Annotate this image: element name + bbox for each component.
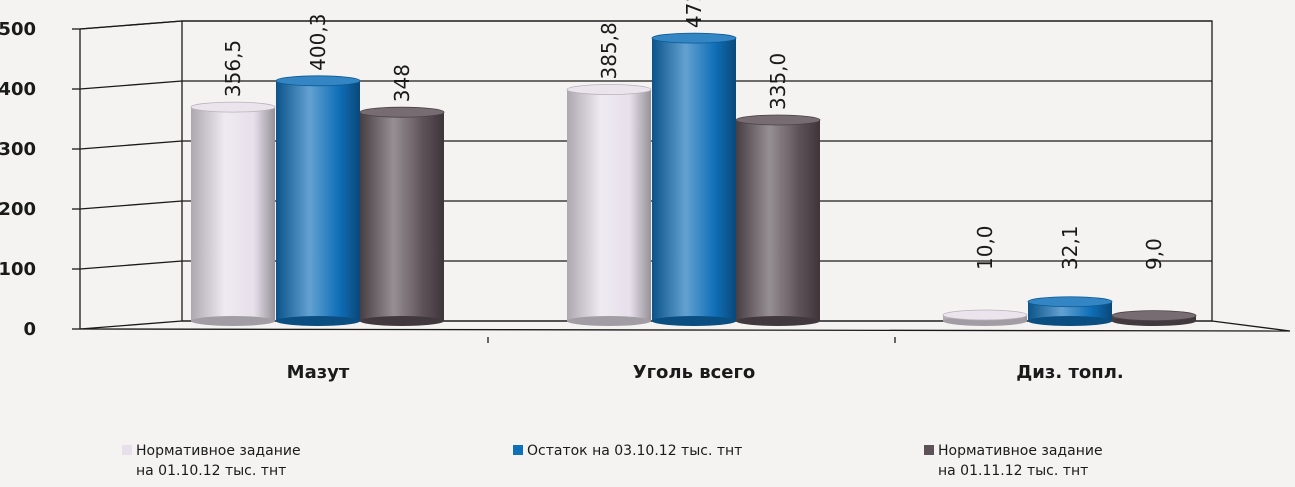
data-label: 9,0 (1142, 238, 1166, 270)
bars (190, 32, 1197, 326)
data-label: 348 (390, 64, 414, 102)
y-tick-label: 400 (0, 79, 36, 100)
legend-label-series-1: Нормативное задание на 01.10.12 тыс. тнт (136, 443, 301, 479)
floor-edge (79, 328, 1291, 332)
legend-swatch-series-1 (122, 445, 132, 455)
y-tick-label: 200 (0, 199, 36, 220)
bar (275, 75, 361, 326)
category-label: Диз. топл. (1016, 362, 1123, 383)
bar (566, 84, 652, 326)
data-label: 335,0 (766, 53, 790, 110)
data-label: 10,0 (973, 225, 997, 270)
y-tick-label: 500 (0, 19, 36, 40)
legend-item-series-2: Остаток на 03.10.12 тыс. тнт (513, 441, 742, 461)
legend: Нормативное задание на 01.10.12 тыс. тнт… (0, 441, 1295, 487)
y-tick-label: 0 (23, 319, 36, 340)
y-tick-label: 300 (0, 139, 36, 160)
category-label: Мазут (287, 362, 350, 383)
gridline-500 (72, 20, 1212, 30)
bar (359, 106, 445, 326)
bar (1111, 310, 1197, 326)
legend-label-series-3: Нормативное задание на 01.11.12 тыс. тнт (938, 443, 1103, 479)
bar (942, 309, 1028, 326)
chart-plot: 0 100 200 300 400 500 Мазут Уголь всего Диз. топ… (0, 0, 1291, 383)
data-label: 385,8 (597, 22, 621, 79)
data-label: 400,3 (306, 14, 330, 71)
legend-swatch-series-3 (924, 445, 934, 455)
data-label: 32,1 (1058, 225, 1082, 270)
data-labels: 356,5 385,8 10,0 400,3 471,5 32,1 348 335,0 9,0 (221, 0, 1166, 270)
bar (1027, 296, 1113, 326)
legend-item-series-1: Нормативное задание на 01.10.12 тыс. тнт (122, 441, 301, 481)
data-label: 471,5 (682, 0, 706, 28)
legend-label-series-2: Остаток на 03.10.12 тыс. тнт (527, 443, 743, 459)
bar (190, 101, 276, 326)
data-label: 356,5 (221, 40, 245, 97)
legend-swatch-series-2 (513, 445, 523, 455)
bar (735, 114, 821, 326)
bar (651, 32, 737, 326)
category-label: Уголь всего (633, 362, 756, 383)
y-tick-label: 100 (0, 259, 36, 280)
legend-item-series-3: Нормативное задание на 01.11.12 тыс. тнт (924, 441, 1103, 481)
